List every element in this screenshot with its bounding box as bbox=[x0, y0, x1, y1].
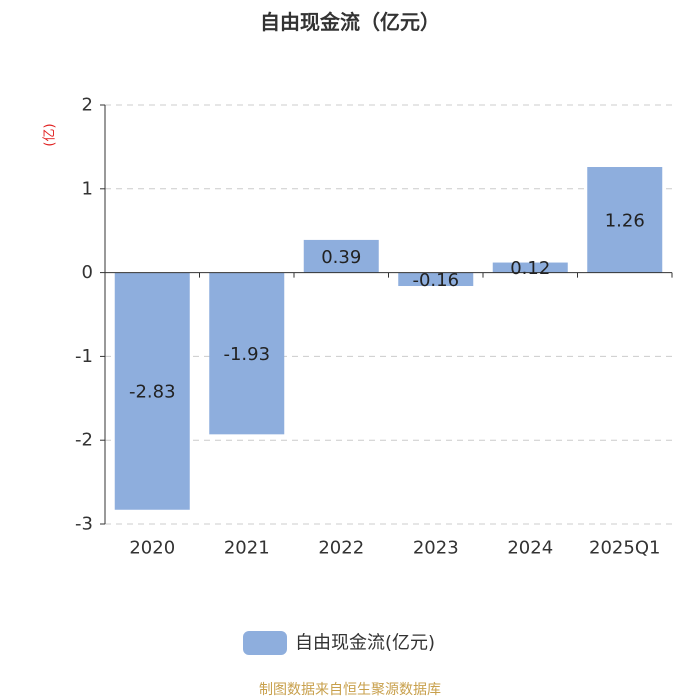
legend-label: 自由现金流(亿元) bbox=[295, 633, 435, 654]
y-axis-label: (亿) bbox=[43, 123, 58, 146]
bar-2024[interactable] bbox=[492, 262, 568, 273]
bar-2020[interactable] bbox=[114, 272, 190, 510]
data-label: -1.93 bbox=[223, 344, 270, 365]
y-tick-label: 2 bbox=[82, 95, 93, 116]
data-label: 0.12 bbox=[510, 258, 550, 279]
x-tick-label: 2021 bbox=[224, 538, 270, 559]
x-tick-label: 2020 bbox=[129, 538, 175, 559]
x-tick-label: 2024 bbox=[507, 538, 553, 559]
legend-item[interactable]: 自由现金流(亿元) bbox=[243, 631, 435, 655]
y-tick-label: 1 bbox=[82, 178, 93, 199]
x-tick-label: 2025Q1 bbox=[589, 538, 660, 559]
y-tick-label: -1 bbox=[75, 346, 93, 367]
data-label: 0.39 bbox=[321, 247, 361, 268]
data-label: -0.16 bbox=[412, 270, 459, 291]
bars bbox=[114, 167, 663, 510]
data-labels: -2.83 -1.93 0.39 -0.16 0.12 1.26 bbox=[129, 210, 645, 402]
bar-2023[interactable] bbox=[398, 272, 474, 287]
x-tick-label: 2023 bbox=[413, 538, 459, 559]
legend-swatch bbox=[243, 631, 287, 655]
data-label: 1.26 bbox=[605, 210, 645, 231]
bar-2022[interactable] bbox=[303, 239, 379, 273]
y-tick-label: -3 bbox=[75, 514, 93, 535]
axes: 2 1 0 -1 -2 -3 2020 2021 2022 2023 2024 2025Q1 bbox=[75, 95, 673, 559]
y-tick-label: -2 bbox=[75, 430, 93, 451]
bar-2021[interactable] bbox=[209, 272, 285, 435]
source-footer: 制图数据来自恒生聚源数据库 bbox=[259, 682, 441, 698]
data-label: -2.83 bbox=[129, 382, 176, 403]
x-tick-label: 2022 bbox=[318, 538, 364, 559]
gridlines bbox=[105, 104, 672, 525]
y-tick-label: 0 bbox=[82, 262, 93, 283]
bar-2025Q1[interactable] bbox=[587, 167, 663, 273]
chart-title: 自由现金流（亿元） bbox=[260, 10, 440, 34]
